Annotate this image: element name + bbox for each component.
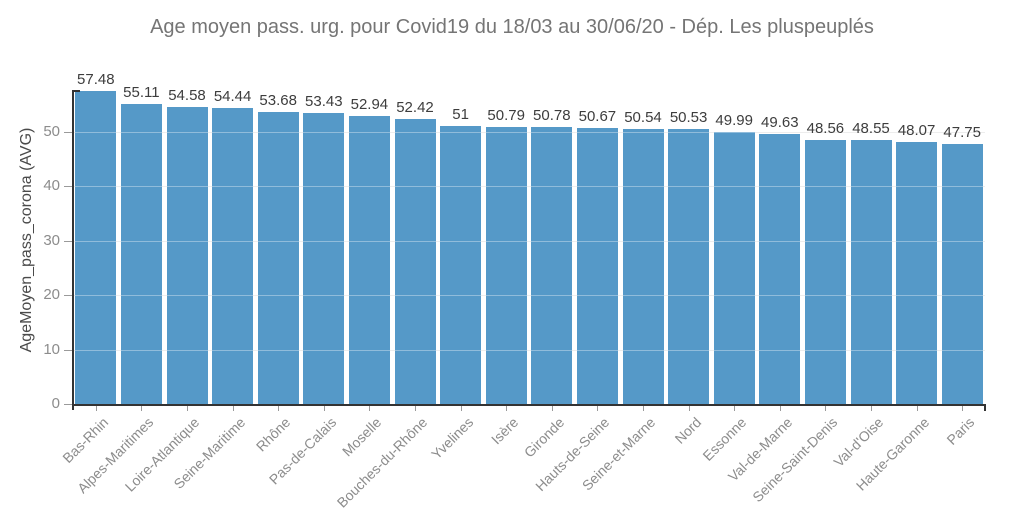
- x-axis-category-label: Paris: [943, 414, 978, 448]
- bar: [759, 133, 801, 404]
- y-tick-label: 10: [43, 340, 60, 358]
- y-tick-label: 40: [43, 177, 60, 195]
- x-tick: [506, 405, 508, 411]
- bar: [941, 143, 983, 404]
- bar: [896, 142, 938, 404]
- bar-value-label: 50.67: [578, 108, 617, 126]
- bar-value-label: 53.43: [305, 93, 343, 111]
- gridline: [73, 295, 985, 297]
- bar-value-label: 48.55: [852, 119, 890, 137]
- y-tick-label: 20: [43, 286, 60, 304]
- x-tick: [825, 405, 827, 411]
- bar-value-label: 47.75: [943, 123, 981, 141]
- x-tick: [734, 405, 736, 411]
- bar: [257, 111, 299, 404]
- bar-value-label: 49.99: [715, 111, 753, 129]
- chart-title: Age moyen pass. urg. pour Covid19 du 18/…: [150, 16, 874, 38]
- x-axis-line: [72, 404, 986, 406]
- x-tick: [232, 405, 234, 411]
- bar-value-label: 48.07: [897, 122, 936, 140]
- bar: [850, 139, 892, 404]
- bar: [804, 139, 846, 404]
- bar: [303, 113, 345, 404]
- x-tick: [278, 405, 280, 411]
- x-tick: [551, 405, 553, 411]
- x-tick: [871, 405, 872, 411]
- y-tick: [64, 131, 72, 133]
- x-axis-category-label: Nord: [671, 414, 704, 447]
- x-axis-category-label: Yvelines: [427, 414, 476, 463]
- bar: [166, 106, 208, 404]
- bar-value-label: 50.53: [669, 108, 708, 126]
- bar: [120, 103, 162, 404]
- x-tick: [187, 405, 188, 411]
- bar-value-label: 53.68: [259, 91, 297, 109]
- y-tick-label: 30: [43, 231, 60, 249]
- bar: [440, 126, 482, 404]
- y-axis-line: [72, 90, 74, 410]
- bar: [531, 127, 573, 404]
- bar-value-label: 50.54: [624, 108, 662, 126]
- bar-value-label: 50.79: [487, 107, 525, 125]
- y-tick: [64, 295, 72, 297]
- bar: [576, 128, 618, 404]
- x-axis-end-cap: [984, 404, 986, 411]
- x-tick: [415, 405, 416, 411]
- x-tick: [460, 405, 462, 411]
- x-axis-category-label: Seine-Saint-Denis: [749, 414, 841, 506]
- gridline: [73, 186, 985, 188]
- bar: [668, 128, 710, 404]
- bar: [622, 128, 664, 404]
- gridline-overlay: [73, 349, 985, 351]
- y-tick-label: 0: [51, 395, 60, 412]
- x-tick: [916, 405, 918, 411]
- bar: [212, 107, 254, 404]
- x-axis-category-label: Rhône: [253, 414, 294, 455]
- gridline: [73, 349, 985, 351]
- y-tick: [64, 404, 72, 405]
- x-tick: [688, 405, 690, 411]
- x-tick: [369, 405, 371, 411]
- x-tick: [597, 405, 599, 411]
- bar: [485, 127, 527, 404]
- gridline-overlay: [73, 186, 985, 188]
- bar-value-label: 55.11: [123, 83, 160, 101]
- gridline: [73, 240, 985, 242]
- x-axis-category-label: Bouches-du-Rhône: [333, 414, 431, 511]
- bar: [75, 91, 117, 404]
- bar-value-label: 52.94: [350, 95, 389, 113]
- x-tick: [95, 405, 97, 411]
- y-tick-label: 50: [43, 122, 60, 140]
- x-axis-category-label: Moselle: [339, 414, 385, 460]
- bar-value-label: 48.56: [806, 119, 845, 137]
- gridline-overlay: [73, 131, 985, 133]
- x-tick: [779, 405, 781, 411]
- y-axis-top-cap: [72, 90, 80, 92]
- y-tick: [64, 240, 72, 242]
- y-tick: [64, 349, 72, 351]
- x-tick: [643, 405, 644, 411]
- gridline-overlay: [73, 295, 985, 297]
- x-tick: [962, 405, 964, 411]
- bar-value-label: 52.42: [396, 98, 434, 116]
- bar: [713, 131, 755, 404]
- x-tick: [323, 405, 325, 411]
- bar-value-label: 51: [452, 106, 469, 124]
- bar-value-label: 49.63: [761, 113, 799, 131]
- bar-value-label: 50.78: [533, 107, 571, 125]
- x-axis-category-label: Isère: [488, 414, 522, 448]
- gridline: [73, 131, 985, 133]
- bar-value-label: 54.44: [213, 87, 252, 105]
- bar-value-label: 54.58: [168, 86, 206, 104]
- gridline-overlay: [73, 240, 985, 242]
- bar: [348, 115, 390, 404]
- x-tick: [141, 405, 143, 411]
- bar-value-label: 57.48: [77, 71, 115, 88]
- y-tick: [64, 186, 72, 188]
- bar: [394, 118, 436, 404]
